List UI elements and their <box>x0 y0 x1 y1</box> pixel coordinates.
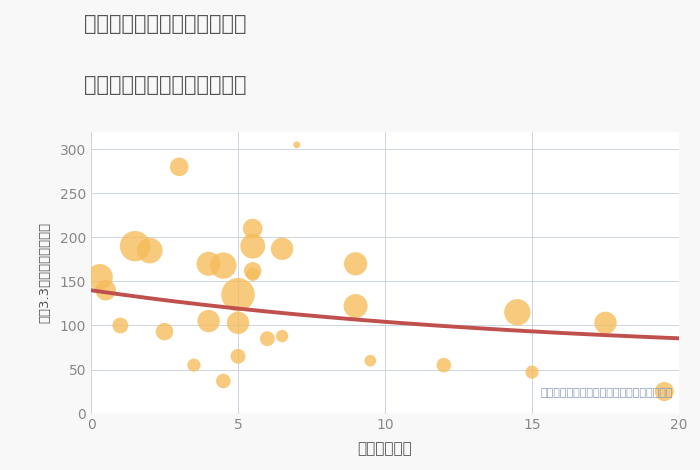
Point <box>291 141 302 149</box>
Point <box>247 225 258 232</box>
Point <box>262 335 273 343</box>
Point <box>203 317 214 325</box>
Point <box>232 319 244 327</box>
Point <box>276 245 288 252</box>
Point <box>218 377 229 385</box>
Point <box>218 262 229 269</box>
Point <box>232 352 244 360</box>
Point <box>276 332 288 340</box>
Point <box>247 271 258 278</box>
Point <box>247 243 258 250</box>
Point <box>174 163 185 171</box>
Y-axis label: 坪（3.3㎡）単価（万円）: 坪（3.3㎡）単価（万円） <box>38 222 51 323</box>
Point <box>438 361 449 369</box>
X-axis label: 駅距離（分）: 駅距離（分） <box>358 441 412 456</box>
Point <box>526 368 538 376</box>
Point <box>100 286 111 294</box>
Point <box>94 273 106 281</box>
Point <box>600 319 611 327</box>
Text: 大阪府南河内郡太子町太子の: 大阪府南河内郡太子町太子の <box>84 14 246 34</box>
Point <box>512 308 523 316</box>
Point <box>188 361 199 369</box>
Point <box>365 357 376 365</box>
Point <box>203 260 214 267</box>
Point <box>130 243 141 250</box>
Text: 円の大きさは、取引のあった物件面積を示す: 円の大きさは、取引のあった物件面積を示す <box>540 388 673 398</box>
Point <box>144 247 155 254</box>
Point <box>115 321 126 329</box>
Point <box>350 260 361 267</box>
Point <box>247 267 258 274</box>
Point <box>350 302 361 310</box>
Point <box>159 328 170 336</box>
Text: 駅距離別中古マンション価格: 駅距離別中古マンション価格 <box>84 75 246 95</box>
Point <box>659 388 670 395</box>
Point <box>232 291 244 298</box>
